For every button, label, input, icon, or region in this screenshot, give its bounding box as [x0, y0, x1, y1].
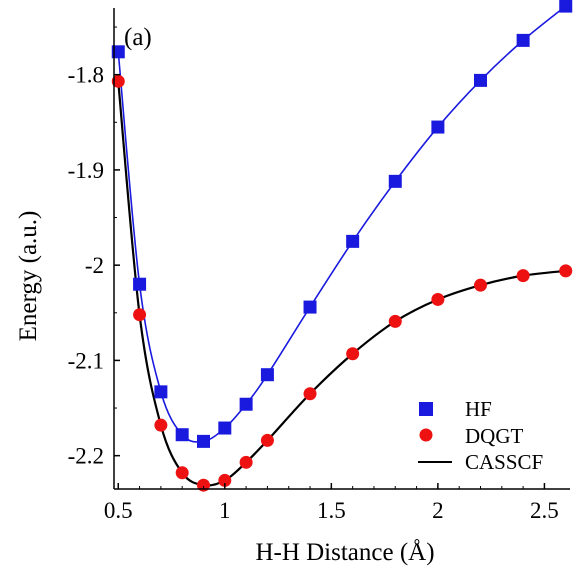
- data-point-dqgt: [388, 314, 402, 328]
- data-point-hf: [175, 428, 189, 442]
- plot-area: [111, 0, 573, 492]
- data-point-dqgt: [239, 455, 253, 469]
- legend-label-dqgt: DQGT: [465, 424, 523, 448]
- data-point-dqgt: [474, 278, 488, 292]
- data-point-hf: [111, 45, 125, 59]
- data-point-dqgt: [218, 473, 232, 487]
- legend: HF DQGT CASSCF: [418, 397, 543, 474]
- y-tick-label: -1.8: [68, 63, 104, 88]
- y-tick-label: -2: [85, 253, 104, 278]
- data-point-hf: [218, 421, 232, 435]
- data-point-hf: [239, 397, 253, 411]
- data-point-dqgt: [154, 418, 168, 432]
- data-point-hf: [303, 300, 317, 314]
- axes: [113, 8, 570, 490]
- x-axis-title: H-H Distance (Å): [255, 539, 434, 566]
- data-point-dqgt: [559, 264, 573, 278]
- data-point-hf: [431, 120, 445, 134]
- data-point-hf: [474, 73, 488, 87]
- data-point-dqgt: [346, 347, 360, 361]
- series-line-casscf: [117, 81, 566, 487]
- data-point-dqgt: [431, 292, 445, 306]
- y-tick-label: -2.1: [68, 348, 104, 373]
- series-line-hf: [117, 5, 567, 443]
- legend-label-casscf: CASSCF: [465, 450, 543, 474]
- y-tick-label: -2.2: [68, 444, 104, 469]
- y-tick-label: -1.9: [68, 158, 104, 183]
- legend-marker-hf: [419, 402, 433, 416]
- x-tick-label: 0.5: [104, 498, 133, 523]
- data-point-dqgt: [133, 308, 147, 322]
- ticks: -1.8 -1.9 -2 -2.1 -2.2 0.5 1 1.5 2 2.5: [68, 26, 559, 523]
- legend-label-hf: HF: [465, 397, 492, 421]
- x-tick-label: 2: [432, 498, 444, 523]
- panel-label: (a): [124, 24, 152, 51]
- data-point-dqgt: [516, 269, 530, 283]
- x-tick-label: 1: [219, 498, 231, 523]
- data-point-hf: [154, 385, 168, 399]
- data-point-hf: [260, 368, 274, 382]
- data-point-hf: [388, 174, 402, 188]
- data-point-hf: [559, 0, 573, 13]
- data-point-hf: [196, 434, 210, 448]
- x-tick-label: 2.5: [530, 498, 559, 523]
- legend-marker-dqgt: [419, 428, 433, 442]
- data-point-dqgt: [303, 387, 317, 401]
- y-axis-title: Energy (a.u.): [15, 211, 42, 342]
- data-point-hf: [516, 33, 530, 47]
- data-point-dqgt: [111, 74, 125, 88]
- x-tick-label: 1.5: [317, 498, 346, 523]
- data-point-dqgt: [260, 433, 274, 447]
- data-point-hf: [133, 277, 147, 291]
- data-point-hf: [346, 234, 360, 248]
- data-point-dqgt: [175, 466, 189, 480]
